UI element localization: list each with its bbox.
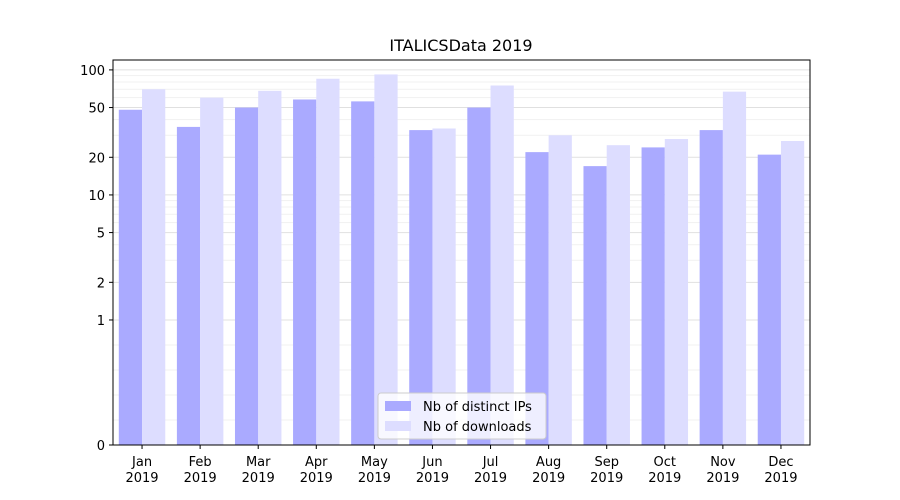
bar-distinct-ips (351, 101, 375, 445)
bar-downloads (490, 85, 514, 445)
y-tick-label: 1 (97, 314, 105, 329)
bars (118, 74, 805, 446)
x-tick-label-year: 2019 (242, 471, 275, 486)
bar-distinct-ips (234, 107, 259, 446)
x-tick-label-year: 2019 (764, 471, 797, 486)
bar-downloads (548, 135, 572, 445)
legend-swatch (385, 401, 411, 411)
x-tick-label-month: Jun (421, 455, 442, 470)
bar-downloads (432, 128, 456, 445)
x-tick-label-year: 2019 (358, 471, 391, 486)
x-tick-label-month: Jul (482, 455, 499, 470)
x-tick-label-month: Oct (654, 455, 676, 470)
bar-downloads (780, 140, 805, 445)
bar-distinct-ips (467, 107, 491, 446)
plot-frame (112, 59, 811, 446)
x-tick-label-month: Aug (536, 455, 561, 470)
bar-distinct-ips (757, 154, 781, 446)
x-tick-label-month: Dec (768, 455, 793, 470)
bar-downloads (664, 139, 689, 445)
legend-label: Nb of distinct IPs (423, 400, 532, 415)
bar-downloads (606, 145, 630, 445)
bar-distinct-ips (583, 166, 607, 445)
bar-downloads (258, 90, 282, 446)
x-tick-label-month: Nov (710, 455, 736, 470)
x-tick-label-month: Mar (246, 455, 271, 470)
legend: Nb of distinct IPs Nb of downloads (377, 392, 547, 440)
y-tick-label: 50 (88, 102, 105, 117)
x-tick-label-year: 2019 (532, 471, 565, 486)
x-tick-label-year: 2019 (300, 471, 333, 486)
bar-distinct-ips (699, 130, 723, 445)
x-tick-label-month: Jan (131, 455, 152, 470)
bar-distinct-ips (176, 126, 201, 446)
y-tick-label: 10 (88, 189, 105, 204)
chart-title: ITALICSData 2019 (389, 36, 532, 55)
bar-downloads (374, 74, 398, 445)
y-tick-label: 20 (88, 151, 105, 166)
x-tick-label-year: 2019 (184, 471, 217, 486)
x-tick-label-year: 2019 (648, 471, 681, 486)
legend-swatch (385, 421, 411, 431)
x-tick-label-month: Sep (594, 455, 619, 470)
bar-distinct-ips (409, 130, 433, 445)
bar-downloads (722, 91, 747, 445)
grid (113, 69, 810, 421)
bar-distinct-ips (525, 152, 549, 445)
bar-downloads (142, 89, 166, 445)
legend-box (377, 392, 547, 440)
y-tick-label: 0 (97, 439, 105, 454)
y-tick-label: 100 (80, 64, 105, 79)
x-tick-label-month: May (361, 455, 388, 470)
x-tick-label-year: 2019 (706, 471, 739, 486)
x-tick-label-month: Feb (189, 455, 212, 470)
bar-distinct-ips (293, 99, 317, 446)
x-tick-label-month: Apr (305, 455, 328, 470)
x-tick-label-year: 2019 (125, 471, 158, 486)
x-tick-label-year: 2019 (590, 471, 623, 486)
bar-distinct-ips (118, 109, 143, 445)
y-tick-label: 2 (97, 276, 105, 291)
bar-downloads (316, 78, 340, 445)
bar-distinct-ips (641, 147, 665, 446)
bar-downloads (200, 97, 224, 445)
legend-label: Nb of downloads (423, 420, 532, 435)
x-axis: Jan2019Feb2019Mar2019Apr2019May2019Jun20… (125, 445, 798, 486)
x-tick-label-year: 2019 (474, 471, 507, 486)
y-tick-label: 5 (97, 227, 105, 242)
y-axis: 0 1 2 5 10 20 50 100 (80, 64, 113, 454)
x-tick-label-year: 2019 (416, 471, 449, 486)
